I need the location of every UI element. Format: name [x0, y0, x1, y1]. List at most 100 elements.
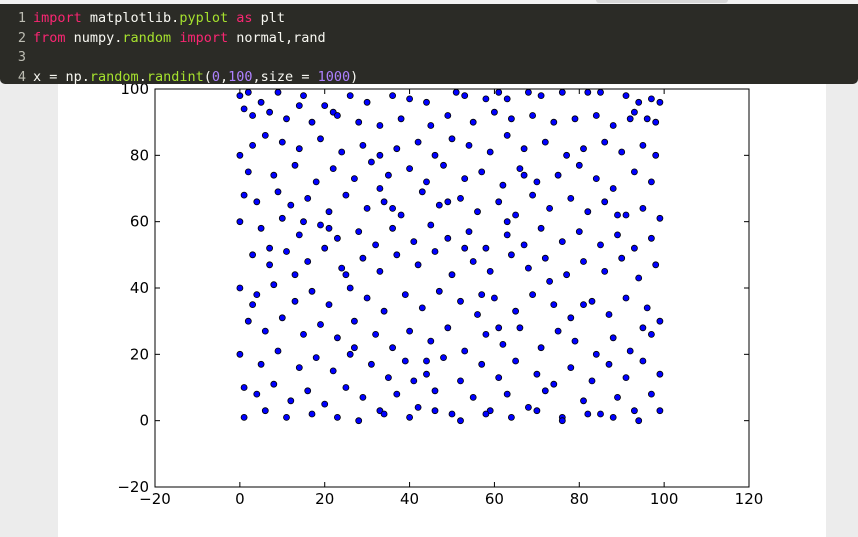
scatter-point [622, 294, 630, 302]
scatter-point [304, 195, 312, 202]
scatter-point [333, 334, 341, 342]
code-token: ) [350, 68, 359, 85]
scatter-point [648, 234, 655, 242]
scatter-point [359, 142, 367, 149]
code-token: from [33, 29, 66, 46]
scatter-point [350, 317, 358, 325]
scatter-point [567, 195, 575, 202]
scatter-point [482, 410, 490, 418]
scatter-point [541, 138, 549, 146]
code-token: matplotlib. [81, 10, 180, 26]
code-line[interactable]: 3 [0, 48, 858, 68]
scatter-point [482, 330, 490, 338]
scatter-point [325, 208, 333, 216]
scatter-point [597, 88, 604, 96]
scatter-point [648, 390, 655, 398]
scatter-point [618, 254, 626, 262]
code-line[interactable]: 4 x = np.random.randint(0,100,size = 1000… [0, 68, 858, 88]
scatter-point [308, 118, 316, 126]
scatter-point [524, 264, 532, 272]
scatter-point [507, 115, 515, 123]
scatter-point [244, 88, 252, 96]
scatter-point [512, 357, 520, 365]
scatter-point [524, 88, 532, 96]
code-token: numpy. [65, 29, 123, 46]
scatter-point [431, 151, 439, 159]
x-tick-label: −20 [139, 490, 171, 508]
scatter-point [406, 413, 414, 421]
scatter-point [261, 327, 269, 335]
scatter-point [300, 218, 307, 226]
scatter-point [261, 132, 269, 139]
scatter-point [321, 102, 329, 110]
scatter-point [614, 231, 621, 239]
scatter-point [270, 281, 278, 289]
scatter-point [376, 151, 384, 159]
y-tick-label: 80 [130, 146, 149, 164]
y-tick-label: 0 [139, 412, 149, 430]
scatter-point [444, 324, 452, 332]
scatter-point [503, 95, 511, 103]
scatter-point [304, 258, 312, 265]
code-token: plt [252, 10, 286, 26]
scatter-point [257, 224, 265, 232]
code-line[interactable]: 2 from numpy.random import normal,rand [0, 29, 858, 49]
scatter-point [270, 171, 278, 179]
scatter-point [537, 344, 545, 352]
code-token: normal,rand [228, 29, 326, 46]
scatter-point [580, 301, 587, 309]
scatter-point [533, 407, 541, 415]
scatter-point [308, 410, 316, 418]
scatter-point [469, 118, 477, 126]
scatter-point [580, 258, 587, 265]
scatter-point [469, 258, 477, 265]
scatter-point [656, 214, 664, 222]
scatter-point [533, 370, 541, 378]
scatter-point [287, 397, 295, 405]
scatter-point [406, 165, 414, 172]
scatter-point [648, 95, 655, 103]
scatter-point [601, 138, 609, 146]
scatter-point [571, 337, 579, 345]
scatter-point [482, 244, 490, 252]
scatter-point [571, 115, 579, 123]
code-token: 1000 [317, 68, 351, 85]
scatter-point [546, 277, 554, 285]
scatter-point [270, 380, 278, 388]
scatter-point [575, 228, 583, 236]
scatter-point [639, 205, 647, 212]
scatter-point [333, 112, 341, 119]
scatter-point [266, 108, 274, 116]
scatter-point [541, 387, 549, 395]
scatter-point [503, 132, 511, 139]
scatter-point [626, 347, 634, 355]
scatter-point [435, 287, 443, 295]
scatter-point [609, 334, 617, 342]
scatter-point [461, 244, 469, 252]
scatter-point [592, 175, 600, 182]
scatter-point [648, 330, 655, 338]
code-editor[interactable]: 1 import matplotlib.pyplot as plt 2 from nu… [0, 4, 858, 85]
scatter-point [605, 311, 613, 318]
x-tick-label: 40 [400, 490, 419, 508]
scatter-point [389, 344, 397, 352]
scatter-point [236, 350, 244, 358]
code-token: pyplot [179, 10, 229, 26]
scatter-point [312, 178, 320, 186]
scatter-point [444, 112, 452, 119]
scatter-point [295, 231, 303, 239]
tab-handle[interactable] [596, 0, 728, 3]
plot-frame [154, 88, 750, 488]
scatter-point [588, 377, 596, 385]
scatter-point [652, 118, 660, 126]
scatter-point [342, 271, 350, 279]
scatter-point [465, 142, 473, 149]
scatter-point [584, 88, 592, 96]
code-line[interactable]: 1 import matplotlib.pyplot as plt [0, 9, 858, 29]
scatter-point [592, 350, 600, 358]
code-token: . [138, 68, 147, 85]
scatter-point [435, 201, 443, 209]
scatter-point [325, 301, 333, 309]
scatter-point [317, 135, 324, 143]
scatter-point [274, 188, 282, 196]
